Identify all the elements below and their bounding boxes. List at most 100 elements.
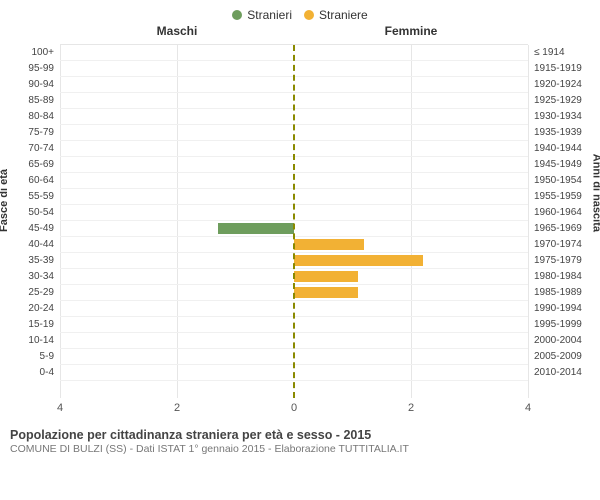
birth-year-label: 1975-1979 [528,253,590,268]
age-range-label: 60-64 [12,173,60,188]
bar-male-container [60,157,294,172]
birth-year-label: 1945-1949 [528,157,590,172]
pyramid-row: 10-142000-2004 [60,333,528,349]
x-tick-label: 4 [57,402,63,414]
pyramid-row: 40-441970-1974 [60,237,528,253]
bar-male-container [60,317,294,332]
pyramid-row: 60-641950-1954 [60,173,528,189]
age-range-label: 20-24 [12,301,60,316]
pyramid-row: 15-191995-1999 [60,317,528,333]
bar-female [294,255,423,266]
bar-female-container [294,189,528,204]
birth-year-label: 1940-1944 [528,141,590,156]
age-range-label: 100+ [12,45,60,60]
bar-male-container [60,237,294,252]
bar-male-container [60,125,294,140]
birth-year-label: 1995-1999 [528,317,590,332]
birth-year-label: 1925-1929 [528,93,590,108]
y-axis-right-title: Anni di nascita [590,154,600,232]
legend-swatch-female-icon [304,10,314,20]
bar-female [294,287,358,298]
bar-female-container [294,93,528,108]
pyramid-row: 30-341980-1984 [60,269,528,285]
legend-swatch-male-icon [232,10,242,20]
bar-male-container [60,93,294,108]
pyramid-row: 45-491965-1969 [60,221,528,237]
bar-male-container [60,61,294,76]
birth-year-label: 1965-1969 [528,221,590,236]
col-title-male: Maschi [60,24,294,38]
age-range-label: 95-99 [12,61,60,76]
bar-male [218,223,294,234]
age-range-label: 40-44 [12,237,60,252]
bar-female-container [294,301,528,316]
legend-label-male: Stranieri [247,8,292,22]
bar-female-container [294,269,528,284]
birth-year-label: 1970-1974 [528,237,590,252]
legend: Stranieri Straniere [0,0,600,24]
bar-male-container [60,173,294,188]
bar-female-container [294,77,528,92]
birth-year-label: 1935-1939 [528,125,590,140]
bar-female-container [294,365,528,380]
bar-female-container [294,237,528,252]
age-range-label: 85-89 [12,93,60,108]
age-range-label: 55-59 [12,189,60,204]
age-range-label: 45-49 [12,221,60,236]
bar-female-container [294,333,528,348]
birth-year-label: 2000-2004 [528,333,590,348]
legend-item-female: Straniere [304,8,368,22]
age-range-label: 5-9 [12,349,60,364]
pyramid-row: 20-241990-1994 [60,301,528,317]
pyramid-row: 90-941920-1924 [60,77,528,93]
bar-female-container [294,205,528,220]
population-pyramid-chart: Fasce di età Anni di nascita 100+≤ 19149… [0,42,600,422]
bar-female-container [294,285,528,300]
age-range-label: 75-79 [12,125,60,140]
pyramid-row: 85-891925-1929 [60,93,528,109]
bar-male-container [60,221,294,236]
age-range-label: 80-84 [12,109,60,124]
pyramid-row: 65-691945-1949 [60,157,528,173]
x-tick-label: 4 [525,402,531,414]
bar-female-container [294,141,528,156]
pyramid-row: 35-391975-1979 [60,253,528,269]
birth-year-label: 1920-1924 [528,77,590,92]
bar-female-container [294,317,528,332]
x-axis: 42024 [60,400,528,422]
bar-male-container [60,301,294,316]
age-range-label: 15-19 [12,317,60,332]
age-range-label: 50-54 [12,205,60,220]
age-range-label: 25-29 [12,285,60,300]
pyramid-row: 55-591955-1959 [60,189,528,205]
bar-male-container [60,269,294,284]
pyramid-row: 70-741940-1944 [60,141,528,157]
legend-label-female: Straniere [319,8,368,22]
age-range-label: 10-14 [12,333,60,348]
bar-female-container [294,61,528,76]
pyramid-row: 0-42010-2014 [60,365,528,381]
bar-male-container [60,45,294,60]
age-range-label: 90-94 [12,77,60,92]
bar-female-container [294,173,528,188]
bar-female-container [294,253,528,268]
bar-female-container [294,349,528,364]
bar-female [294,271,358,282]
bar-male-container [60,285,294,300]
age-range-label: 30-34 [12,269,60,284]
bar-female-container [294,45,528,60]
bar-male-container [60,141,294,156]
birth-year-label: 1955-1959 [528,189,590,204]
age-range-label: 0-4 [12,365,60,380]
birth-year-label: 1950-1954 [528,173,590,188]
bar-female-container [294,157,528,172]
birth-year-label: 1960-1964 [528,205,590,220]
bar-male-container [60,109,294,124]
plot-area: 100+≤ 191495-991915-191990-941920-192485… [60,44,528,398]
pyramid-row: 5-92005-2009 [60,349,528,365]
bar-male-container [60,365,294,380]
pyramid-row: 80-841930-1934 [60,109,528,125]
pyramid-row: 100+≤ 1914 [60,45,528,61]
birth-year-label: ≤ 1914 [528,45,590,60]
birth-year-label: 2010-2014 [528,365,590,380]
